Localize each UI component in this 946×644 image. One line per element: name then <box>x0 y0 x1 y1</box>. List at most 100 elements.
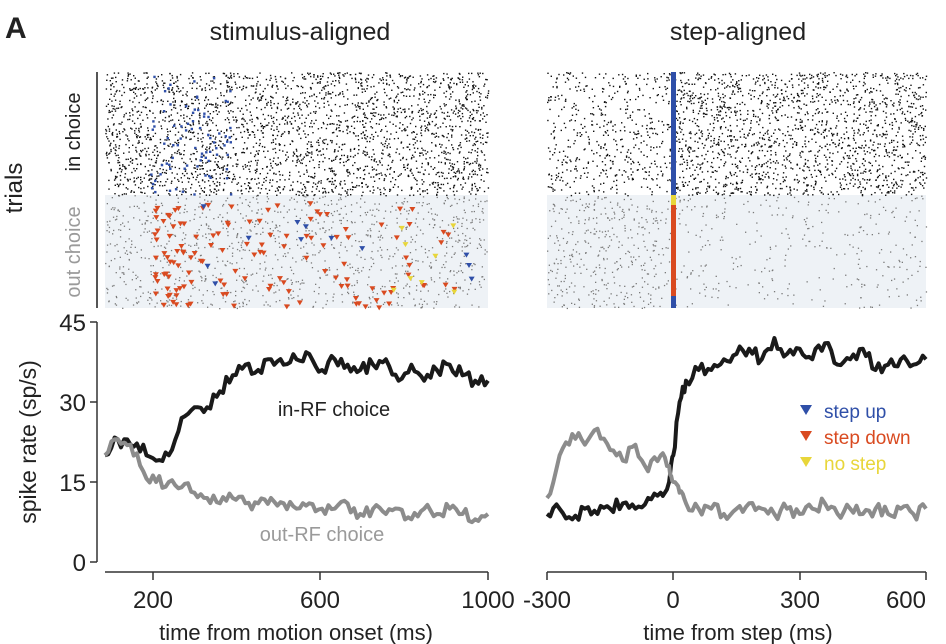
spike-mark <box>447 111 449 114</box>
spike-mark <box>259 139 261 141</box>
spike-mark <box>269 169 271 171</box>
spike-mark <box>409 89 411 91</box>
spike-mark <box>147 76 149 78</box>
spike-mark <box>850 179 852 181</box>
spike-mark <box>133 167 135 170</box>
spike-mark <box>453 270 455 272</box>
spike-mark <box>466 108 468 110</box>
spike-mark <box>152 112 154 114</box>
spike-mark <box>925 177 928 179</box>
spike-mark <box>171 165 173 168</box>
spike-mark <box>289 174 291 177</box>
spike-mark <box>157 292 159 294</box>
spike-mark <box>468 163 471 166</box>
spike-mark <box>411 238 414 241</box>
step-down-mark <box>231 303 238 309</box>
spike-mark <box>168 145 170 147</box>
spike-mark <box>312 186 314 188</box>
spike-mark <box>112 108 114 110</box>
spike-mark <box>471 265 473 267</box>
spike-mark <box>150 90 153 93</box>
spike-mark <box>155 145 157 147</box>
spike-mark <box>327 191 330 194</box>
spike-mark <box>176 75 178 78</box>
spike-mark <box>264 146 266 148</box>
spike-mark <box>237 233 239 235</box>
spike-mark <box>206 170 208 172</box>
spike-mark <box>624 76 626 78</box>
spike-mark <box>230 192 232 194</box>
spike-mark <box>221 148 224 150</box>
spike-mark <box>169 130 171 132</box>
spike-mark <box>829 103 831 105</box>
spike-mark <box>328 158 330 160</box>
spike-mark <box>426 117 429 119</box>
spike-mark <box>873 155 876 158</box>
spike-mark <box>382 79 384 81</box>
spike-mark <box>307 252 309 255</box>
spike-mark <box>260 108 263 111</box>
step-up-mark <box>228 136 231 139</box>
spike-mark <box>859 147 861 149</box>
step-down-mark <box>180 250 187 256</box>
spike-mark <box>403 287 405 289</box>
spike-mark <box>426 189 428 191</box>
spike-mark <box>291 283 293 285</box>
spike-mark <box>171 212 174 214</box>
spike-mark <box>235 154 237 156</box>
spike-mark <box>885 112 887 114</box>
spike-mark <box>254 178 256 180</box>
spike-mark <box>325 274 327 276</box>
spike-mark <box>271 85 273 88</box>
spike-mark <box>372 176 375 178</box>
spike-mark <box>105 128 107 131</box>
spike-mark <box>812 129 814 131</box>
spike-mark <box>209 184 211 187</box>
spike-mark <box>385 107 388 109</box>
spike-mark <box>300 137 302 140</box>
spike-mark <box>712 171 714 173</box>
spike-mark <box>138 80 140 82</box>
spike-mark <box>891 182 893 184</box>
spike-mark <box>212 135 214 137</box>
step-up-mark <box>183 167 186 170</box>
step-up-mark <box>200 152 204 155</box>
spike-mark <box>183 114 185 116</box>
spike-mark <box>669 179 671 181</box>
spike-mark <box>215 190 218 192</box>
spike-mark <box>409 75 412 77</box>
spike-mark <box>403 201 405 203</box>
spike-mark <box>197 181 200 183</box>
spike-mark <box>449 237 451 239</box>
spike-mark <box>213 169 215 171</box>
step-up-mark <box>229 141 232 144</box>
spike-mark <box>277 211 279 213</box>
spike-mark <box>237 107 239 109</box>
spike-mark <box>303 78 305 80</box>
spike-mark <box>556 87 558 89</box>
spike-mark <box>462 271 464 274</box>
spike-mark <box>178 180 180 182</box>
spike-mark <box>630 174 633 176</box>
spike-mark <box>477 74 480 76</box>
spike-mark <box>307 134 309 136</box>
step-down-mark <box>215 231 222 237</box>
spike-mark <box>478 243 480 245</box>
spike-mark <box>248 161 250 163</box>
spike-mark <box>275 92 277 94</box>
spike-mark <box>149 139 151 141</box>
spike-mark <box>284 115 286 117</box>
spike-mark <box>267 114 270 117</box>
spike-mark <box>561 171 564 174</box>
spike-mark <box>385 140 387 142</box>
spike-mark <box>661 175 664 177</box>
spike-mark <box>208 130 210 132</box>
spike-mark <box>443 290 445 292</box>
spike-mark <box>362 266 364 269</box>
spike-mark <box>172 91 174 93</box>
spike-mark <box>147 185 149 188</box>
spike-mark <box>821 124 823 126</box>
spike-mark <box>116 135 118 138</box>
spike-mark <box>235 119 238 121</box>
spike-mark <box>453 274 455 276</box>
